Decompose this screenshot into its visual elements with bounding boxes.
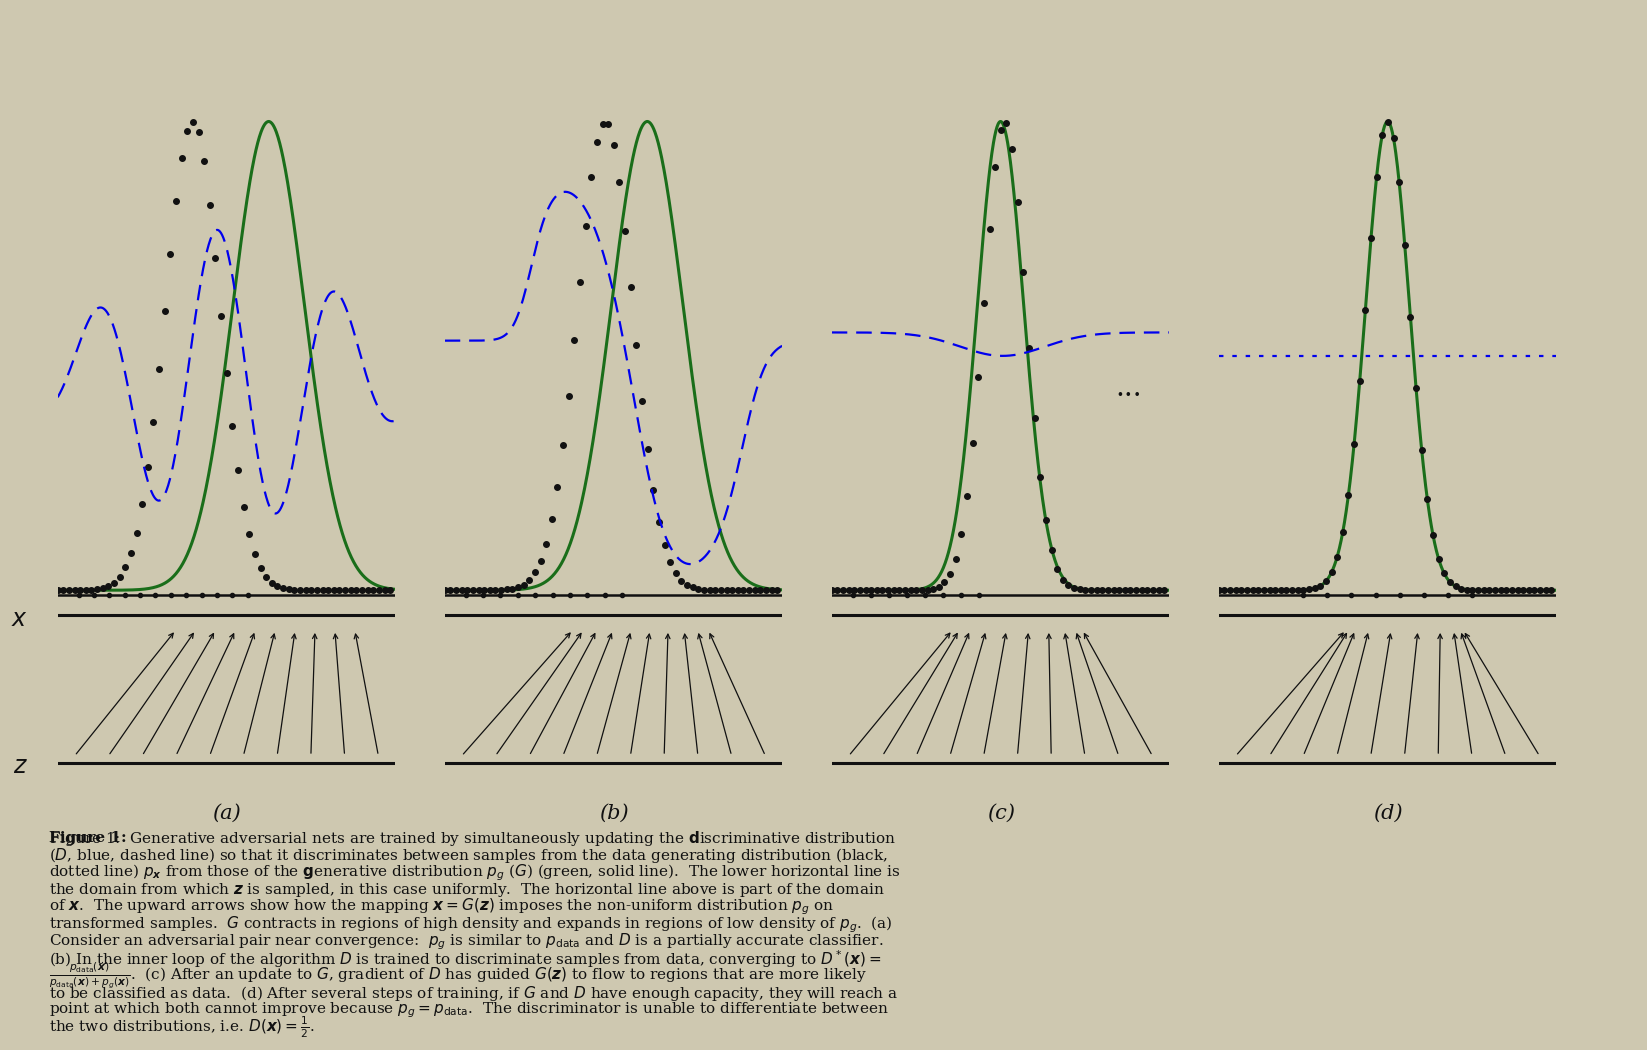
Text: to be classified as data.  (d) After several steps of training, if $G$ and $D$ h: to be classified as data. (d) After seve… [49, 984, 899, 1003]
Text: $z$: $z$ [13, 755, 28, 778]
Text: ...: ... [1115, 375, 1141, 402]
Text: $\frac{p_\mathrm{data}(\boldsymbol{x})}{p_\mathrm{data}(\boldsymbol{x})+p_g(\bol: $\frac{p_\mathrm{data}(\boldsymbol{x})}{… [49, 961, 866, 991]
Text: the two distributions, i.e. $D(\boldsymbol{x}) = \frac{1}{2}$.: the two distributions, i.e. $D(\boldsymb… [49, 1014, 315, 1041]
Text: (c): (c) [987, 804, 1015, 823]
Text: transformed samples.  $G$ contracts in regions of high density and expands in re: transformed samples. $G$ contracts in re… [49, 914, 893, 934]
Text: $x$: $x$ [12, 608, 28, 631]
Text: dotted line) $p_{\boldsymbol{x}}$ from those of the $\mathbf{g}$enerative distri: dotted line) $p_{\boldsymbol{x}}$ from t… [49, 862, 901, 883]
Text: (b) In the inner loop of the algorithm $D$ is trained to discriminate samples fr: (b) In the inner loop of the algorithm $… [49, 948, 881, 969]
Text: Figure 1:: Figure 1: [49, 832, 127, 845]
Text: (b): (b) [600, 804, 628, 823]
Text: (a): (a) [212, 804, 240, 823]
Text: (d): (d) [1374, 804, 1402, 823]
Text: Consider an adversarial pair near convergence:  $p_g$ is similar to $p_\mathrm{d: Consider an adversarial pair near conver… [49, 931, 884, 951]
Text: ($D$, blue, dashed line) so that it discriminates between samples from the data : ($D$, blue, dashed line) so that it disc… [49, 846, 888, 865]
Text: point at which both cannot improve because $p_g = p_\mathrm{data}$.  The discrim: point at which both cannot improve becau… [49, 1001, 889, 1021]
Text: Figure 1:  Generative adversarial nets are trained by simultaneously updating th: Figure 1: Generative adversarial nets ar… [49, 828, 896, 847]
Text: the domain from which $\boldsymbol{z}$ is sampled, in this case uniformly.  The : the domain from which $\boldsymbol{z}$ i… [49, 881, 884, 899]
Text: of $\boldsymbol{x}$.  The upward arrows show how the mapping $\boldsymbol{x} = G: of $\boldsymbol{x}$. The upward arrows s… [49, 897, 835, 918]
